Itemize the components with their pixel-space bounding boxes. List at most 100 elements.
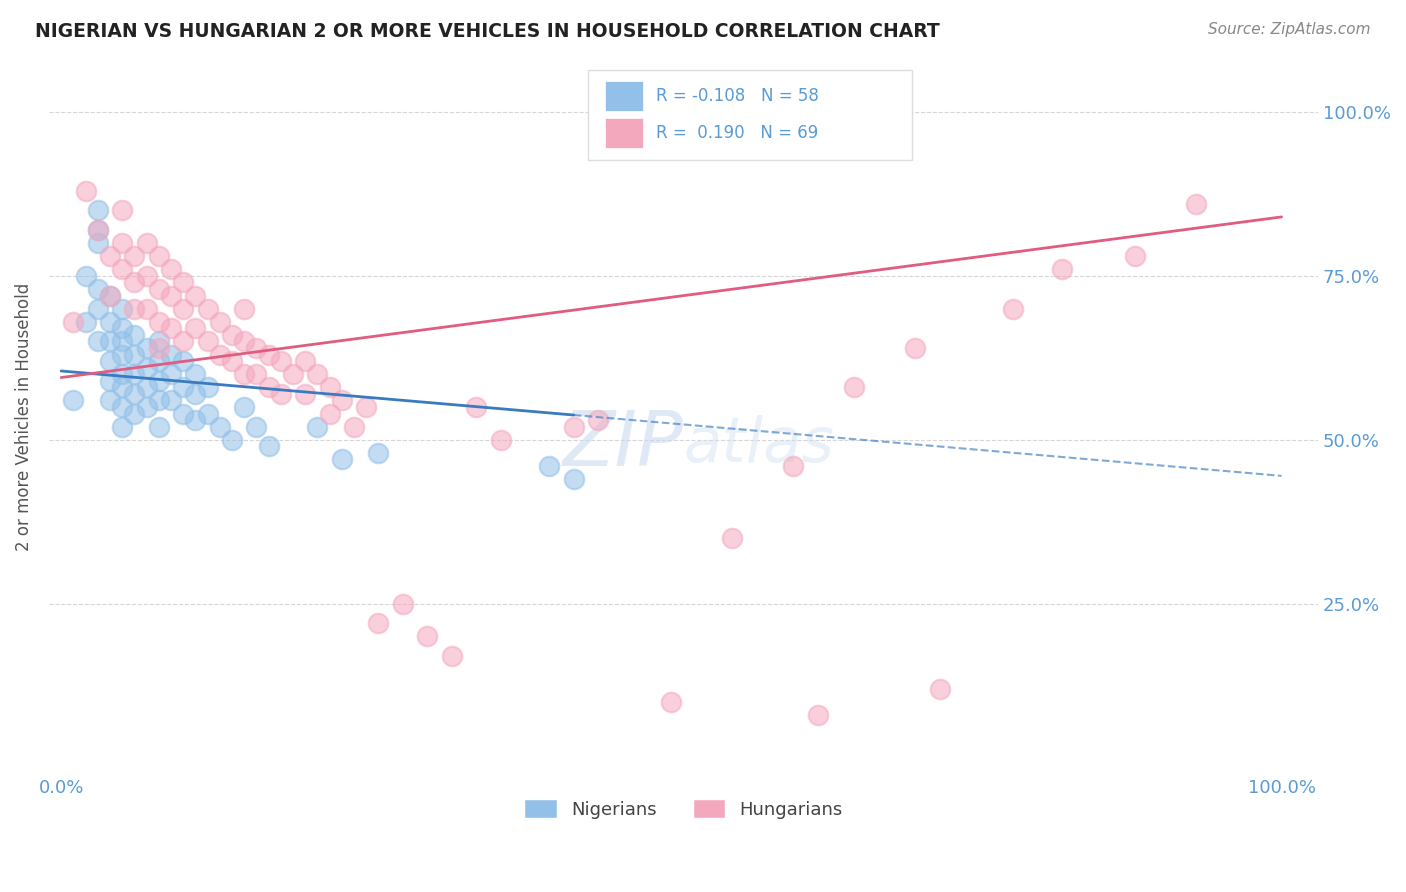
- Point: [307, 368, 329, 382]
- Point: [172, 276, 194, 290]
- Point: [135, 341, 157, 355]
- Point: [111, 334, 134, 349]
- Text: Source: ZipAtlas.com: Source: ZipAtlas.com: [1208, 22, 1371, 37]
- Point: [87, 236, 110, 251]
- Point: [208, 315, 231, 329]
- Point: [111, 262, 134, 277]
- Point: [172, 334, 194, 349]
- Point: [184, 288, 207, 302]
- Point: [124, 276, 146, 290]
- Point: [184, 368, 207, 382]
- Point: [197, 334, 219, 349]
- Point: [221, 327, 243, 342]
- Point: [124, 368, 146, 382]
- Point: [124, 249, 146, 263]
- Point: [160, 368, 183, 382]
- Point: [75, 268, 97, 283]
- Point: [197, 301, 219, 316]
- Point: [221, 433, 243, 447]
- Point: [135, 236, 157, 251]
- Point: [782, 458, 804, 473]
- Point: [208, 348, 231, 362]
- Point: [160, 393, 183, 408]
- Point: [330, 452, 353, 467]
- Point: [111, 368, 134, 382]
- Point: [160, 262, 183, 277]
- Point: [98, 315, 121, 329]
- Point: [87, 334, 110, 349]
- Point: [148, 334, 170, 349]
- Text: R = -0.108   N = 58: R = -0.108 N = 58: [655, 87, 818, 105]
- Point: [233, 301, 256, 316]
- Point: [392, 597, 415, 611]
- Point: [111, 419, 134, 434]
- Point: [281, 368, 304, 382]
- Point: [87, 301, 110, 316]
- Point: [307, 419, 329, 434]
- Point: [221, 354, 243, 368]
- Point: [197, 407, 219, 421]
- Point: [721, 531, 744, 545]
- Point: [148, 341, 170, 355]
- Point: [172, 354, 194, 368]
- Text: ZIP: ZIP: [562, 409, 683, 483]
- Point: [562, 419, 585, 434]
- Point: [318, 380, 340, 394]
- Point: [98, 288, 121, 302]
- Point: [87, 203, 110, 218]
- Point: [257, 439, 280, 453]
- Point: [148, 282, 170, 296]
- Point: [87, 223, 110, 237]
- Point: [62, 315, 84, 329]
- Point: [148, 249, 170, 263]
- Point: [135, 360, 157, 375]
- Legend: Nigerians, Hungarians: Nigerians, Hungarians: [517, 792, 851, 826]
- Point: [98, 393, 121, 408]
- Point: [87, 282, 110, 296]
- Point: [233, 368, 256, 382]
- Point: [148, 315, 170, 329]
- Point: [208, 419, 231, 434]
- Text: R =  0.190   N = 69: R = 0.190 N = 69: [655, 124, 818, 142]
- Point: [844, 380, 866, 394]
- Point: [270, 387, 292, 401]
- Point: [124, 327, 146, 342]
- Point: [440, 649, 463, 664]
- Point: [294, 354, 316, 368]
- Point: [124, 387, 146, 401]
- Point: [489, 433, 512, 447]
- Point: [245, 341, 267, 355]
- Point: [586, 413, 609, 427]
- FancyBboxPatch shape: [588, 70, 912, 160]
- Point: [98, 374, 121, 388]
- Point: [538, 458, 561, 473]
- Point: [245, 419, 267, 434]
- Point: [343, 419, 366, 434]
- Point: [233, 334, 256, 349]
- Point: [904, 341, 927, 355]
- Point: [172, 380, 194, 394]
- Point: [111, 380, 134, 394]
- Point: [111, 203, 134, 218]
- Point: [111, 301, 134, 316]
- Point: [1050, 262, 1073, 277]
- Point: [257, 380, 280, 394]
- Bar: [605, 119, 643, 148]
- Point: [184, 413, 207, 427]
- Point: [1185, 196, 1208, 211]
- Point: [1002, 301, 1025, 316]
- Text: NIGERIAN VS HUNGARIAN 2 OR MORE VEHICLES IN HOUSEHOLD CORRELATION CHART: NIGERIAN VS HUNGARIAN 2 OR MORE VEHICLES…: [35, 22, 939, 41]
- Point: [318, 407, 340, 421]
- Point: [257, 348, 280, 362]
- Point: [98, 249, 121, 263]
- Point: [87, 223, 110, 237]
- Point: [98, 288, 121, 302]
- Point: [98, 354, 121, 368]
- Point: [111, 348, 134, 362]
- Point: [367, 616, 389, 631]
- Point: [367, 446, 389, 460]
- Point: [148, 354, 170, 368]
- Point: [294, 387, 316, 401]
- Point: [160, 288, 183, 302]
- Point: [135, 400, 157, 414]
